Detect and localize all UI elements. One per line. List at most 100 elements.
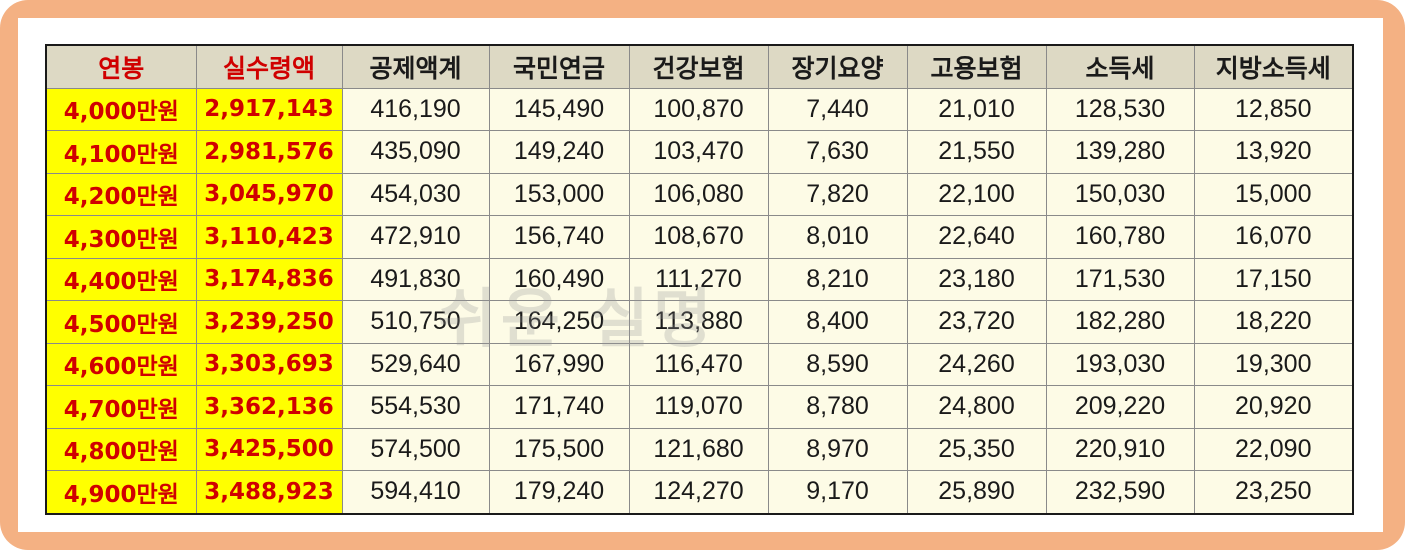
header-total-deduction: 공제액계 [341,44,490,89]
cell-local-income-tax: 13,920 [1193,130,1354,174]
header-net-pay: 실수령액 [195,44,343,89]
table-row: 4,500만원 3,239,250 510,750 164,250 113,880 8,4… [45,300,1354,344]
cell-annual-salary: 4,600만원 [45,342,197,386]
table-row: 4,400만원 3,174,836 491,830 160,490 111,270 8,2… [45,257,1354,301]
cell-annual-salary: 4,000만원 [45,87,197,131]
cell-long-term-care: 8,010 [767,215,908,259]
cell-employment-insurance: 22,640 [906,215,1047,259]
cell-long-term-care: 8,780 [767,385,908,429]
cell-employment-insurance: 21,550 [906,130,1047,174]
cell-long-term-care: 8,590 [767,342,908,386]
cell-net-pay: 3,110,423 [195,215,343,259]
header-row: 연봉 실수령액 공제액계 국민연금 건강보험 장기요양 고용보험 소득세 지방소… [45,44,1354,89]
cell-employment-insurance: 24,800 [906,385,1047,429]
cell-employment-insurance: 25,350 [906,427,1047,471]
cell-local-income-tax: 19,300 [1193,342,1354,386]
cell-local-income-tax: 17,150 [1193,257,1354,301]
cell-net-pay: 2,981,576 [195,130,343,174]
cell-national-pension: 145,490 [488,87,630,131]
cell-local-income-tax: 22,090 [1193,427,1354,471]
cell-health-insurance: 113,880 [628,300,769,344]
table-row: 4,000만원 2,917,143 416,190 145,490 100,870 7,4… [45,87,1354,131]
cell-annual-salary: 4,400만원 [45,257,197,301]
cell-income-tax: 209,220 [1045,385,1195,429]
cell-national-pension: 156,740 [488,215,630,259]
table-row: 4,800만원 3,425,500 574,500 175,500 121,680 8,9… [45,427,1354,471]
cell-income-tax: 128,530 [1045,87,1195,131]
cell-health-insurance: 121,680 [628,427,769,471]
cell-total-deduction: 510,750 [341,300,490,344]
cell-annual-salary: 4,500만원 [45,300,197,344]
cell-total-deduction: 435,090 [341,130,490,174]
cell-local-income-tax: 16,070 [1193,215,1354,259]
cell-income-tax: 193,030 [1045,342,1195,386]
cell-total-deduction: 554,530 [341,385,490,429]
cell-net-pay: 3,045,970 [195,172,343,216]
cell-total-deduction: 594,410 [341,470,490,514]
table-body: 4,000만원 2,917,143 416,190 145,490 100,870 7,4… [45,87,1354,514]
cell-total-deduction: 454,030 [341,172,490,216]
cell-net-pay: 2,917,143 [195,87,343,131]
header-employment-insurance: 고용보험 [906,44,1047,89]
cell-total-deduction: 529,640 [341,342,490,386]
cell-health-insurance: 116,470 [628,342,769,386]
cell-long-term-care: 7,440 [767,87,908,131]
table-row: 4,200만원 3,045,970 454,030 153,000 106,080 7,8… [45,172,1354,216]
cell-local-income-tax: 12,850 [1193,87,1354,131]
cell-income-tax: 220,910 [1045,427,1195,471]
cell-local-income-tax: 20,920 [1193,385,1354,429]
cell-net-pay: 3,239,250 [195,300,343,344]
cell-employment-insurance: 23,720 [906,300,1047,344]
cell-health-insurance: 119,070 [628,385,769,429]
cell-national-pension: 149,240 [488,130,630,174]
cell-total-deduction: 472,910 [341,215,490,259]
header-long-term-care: 장기요양 [767,44,908,89]
header-local-income-tax: 지방소득세 [1193,44,1354,89]
cell-long-term-care: 7,820 [767,172,908,216]
table-row: 4,100만원 2,981,576 435,090 149,240 103,470 7,6… [45,130,1354,174]
cell-employment-insurance: 23,180 [906,257,1047,301]
cell-health-insurance: 100,870 [628,87,769,131]
cell-income-tax: 160,780 [1045,215,1195,259]
cell-income-tax: 182,280 [1045,300,1195,344]
cell-national-pension: 164,250 [488,300,630,344]
cell-annual-salary: 4,200만원 [45,172,197,216]
cell-long-term-care: 9,170 [767,470,908,514]
cell-annual-salary: 4,800만원 [45,427,197,471]
cell-health-insurance: 103,470 [628,130,769,174]
cell-employment-insurance: 25,890 [906,470,1047,514]
cell-health-insurance: 124,270 [628,470,769,514]
header-national-pension: 국민연금 [488,44,630,89]
table-row: 4,700만원 3,362,136 554,530 171,740 119,070 8,7… [45,385,1354,429]
header-income-tax: 소득세 [1045,44,1195,89]
cell-total-deduction: 574,500 [341,427,490,471]
cell-long-term-care: 8,210 [767,257,908,301]
cell-net-pay: 3,425,500 [195,427,343,471]
cell-employment-insurance: 21,010 [906,87,1047,131]
salary-table: 연봉 실수령액 공제액계 국민연금 건강보험 장기요양 고용보험 소득세 지방소… [45,44,1354,515]
cell-health-insurance: 108,670 [628,215,769,259]
cell-health-insurance: 106,080 [628,172,769,216]
cell-income-tax: 150,030 [1045,172,1195,216]
cell-local-income-tax: 23,250 [1193,470,1354,514]
cell-annual-salary: 4,300만원 [45,215,197,259]
cell-employment-insurance: 22,100 [906,172,1047,216]
cell-total-deduction: 491,830 [341,257,490,301]
content-panel: 연봉 실수령액 공제액계 국민연금 건강보험 장기요양 고용보험 소득세 지방소… [18,18,1383,532]
cell-income-tax: 232,590 [1045,470,1195,514]
cell-health-insurance: 111,270 [628,257,769,301]
cell-net-pay: 3,362,136 [195,385,343,429]
cell-national-pension: 167,990 [488,342,630,386]
cell-national-pension: 171,740 [488,385,630,429]
cell-total-deduction: 416,190 [341,87,490,131]
cell-income-tax: 171,530 [1045,257,1195,301]
cell-annual-salary: 4,900만원 [45,470,197,514]
cell-national-pension: 160,490 [488,257,630,301]
cell-net-pay: 3,174,836 [195,257,343,301]
cell-employment-insurance: 24,260 [906,342,1047,386]
cell-income-tax: 139,280 [1045,130,1195,174]
table-row: 4,900만원 3,488,923 594,410 179,240 124,270 9,1… [45,470,1354,514]
cell-long-term-care: 7,630 [767,130,908,174]
cell-annual-salary: 4,100만원 [45,130,197,174]
